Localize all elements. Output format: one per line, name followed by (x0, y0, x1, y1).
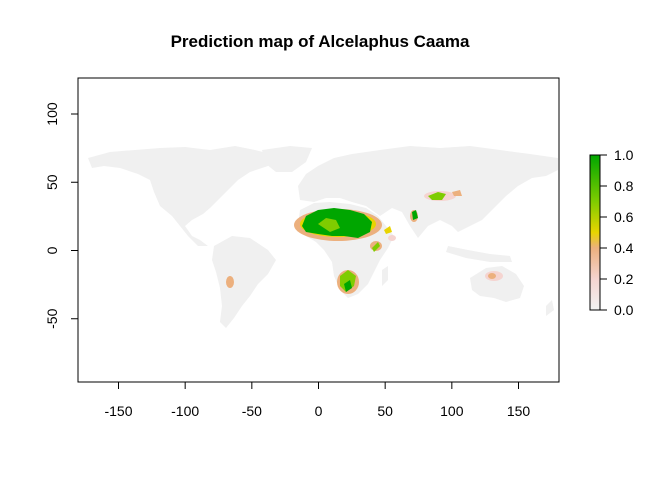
legend-tick-label: 0.4 (614, 240, 634, 256)
map-title: Prediction map of Alcelaphus Caama (170, 32, 470, 51)
horn-east (384, 226, 392, 234)
kalahari-core (340, 270, 356, 292)
prediction-layer (226, 190, 503, 294)
north-america (88, 146, 275, 246)
y-tick-label: 100 (44, 102, 60, 126)
arabia-patch (388, 235, 396, 241)
y-tick-label: -50 (44, 308, 60, 328)
legend-tick-label: 1.0 (614, 147, 634, 163)
legend-colorbar: 0.0 0.2 0.4 0.6 0.8 1.0 (589, 147, 634, 318)
y-tick-label: 50 (44, 174, 60, 190)
x-tick-label: -100 (171, 403, 199, 419)
legend-tick-label: 0.8 (614, 178, 634, 194)
land-layer (88, 146, 558, 328)
x-tick-label: -50 (242, 403, 262, 419)
kalahari-green (344, 280, 352, 292)
legend-gradient (589, 154, 601, 311)
legend-tick-label: 0.6 (614, 209, 634, 225)
horn-core (372, 242, 380, 252)
x-tick-label: 150 (507, 403, 531, 419)
sahel-inner-light (318, 218, 340, 232)
southeast-asia-islands (446, 246, 512, 262)
legend-tick-label: 0.0 (614, 302, 634, 318)
new-zealand (546, 300, 554, 316)
eurasia (298, 146, 558, 238)
x-axis: -150 -100 -50 0 50 100 150 (104, 381, 531, 419)
madagascar (382, 266, 388, 286)
y-axis: -50 0 50 100 (44, 102, 79, 329)
greenland (262, 146, 312, 172)
gobi-patch (452, 190, 462, 196)
tarim-core (428, 192, 446, 200)
atacama-patch (226, 276, 234, 288)
indus-core (412, 210, 418, 220)
south-america (212, 236, 276, 328)
x-tick-label: -150 (104, 403, 132, 419)
australia-patch-core (488, 273, 496, 279)
x-tick-label: 100 (440, 403, 464, 419)
x-tick-label: 50 (377, 403, 393, 419)
legend-tick-label: 0.2 (614, 271, 634, 287)
x-tick-label: 0 (315, 403, 323, 419)
y-tick-label: 0 (44, 246, 60, 254)
australia (470, 266, 524, 302)
